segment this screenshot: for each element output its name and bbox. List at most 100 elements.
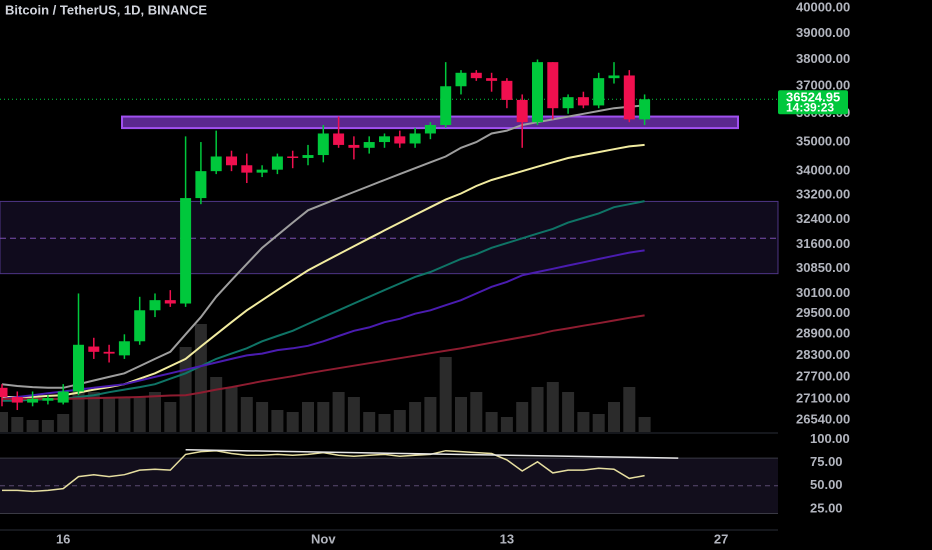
countdown-label: 14:39:23 [786, 100, 834, 114]
candle-body [333, 133, 345, 145]
moving-average [1, 249, 645, 400]
rsi-tick-label: 25.00 [810, 500, 843, 515]
x-tick-label: 13 [500, 531, 514, 546]
candle-body [210, 156, 222, 172]
volume-bar [562, 392, 575, 432]
y-tick-label: 26540.00 [796, 411, 850, 426]
candle-body [440, 86, 452, 125]
zone [0, 200, 779, 275]
y-tick-label: 27700.00 [796, 368, 850, 383]
last-price-tag [778, 90, 848, 115]
chart-title: Bitcoin / TetherUS, 1D, BINANCE [5, 2, 207, 17]
candle-body [639, 99, 651, 120]
y-tick-label: 34000.00 [796, 163, 850, 178]
volume-bar [57, 414, 70, 432]
volume-bar [485, 412, 498, 432]
volume-bar [409, 402, 422, 432]
candle-body [547, 62, 559, 109]
y-tick-label: 40000.00 [796, 0, 850, 14]
candle-body [348, 144, 360, 148]
volume-bar [194, 324, 207, 432]
candle-body [363, 142, 375, 148]
candle-body [455, 72, 467, 87]
rsi-tick-label: 50.00 [810, 477, 843, 492]
volume-bar [164, 402, 177, 432]
volume-bar [0, 412, 8, 432]
moving-average [2, 143, 645, 398]
candle-body [577, 97, 589, 106]
candle-body [42, 398, 54, 401]
candle-body [409, 133, 421, 144]
y-tick-label: 28900.00 [796, 326, 850, 341]
y-tick-label: 33200.00 [796, 186, 850, 201]
volume-bar [271, 410, 284, 432]
candle-body [532, 62, 543, 123]
candle-body [287, 156, 299, 158]
candle-body [241, 165, 253, 173]
candle-body [623, 75, 635, 120]
candle-body [394, 136, 406, 144]
candle-body [57, 391, 69, 403]
volume-bar [87, 392, 100, 432]
candle-body [593, 78, 605, 106]
volume-bar [317, 402, 330, 432]
y-tick-label: 31600.00 [796, 236, 850, 251]
volume-bar [470, 392, 483, 432]
volume-bar [225, 387, 238, 432]
volume-bar [439, 357, 452, 432]
volume-bar [149, 392, 161, 432]
y-tick-label: 38000.00 [796, 51, 850, 66]
volume-bar [500, 417, 513, 432]
candle-body [608, 75, 620, 79]
y-tick-label: 28300.00 [796, 347, 850, 362]
candle-body [0, 387, 8, 398]
candle-body [88, 346, 100, 352]
volume-bar [592, 414, 605, 432]
candle-body [164, 300, 176, 304]
candle-body [424, 124, 436, 134]
volume-bar [332, 392, 345, 432]
moving-average [2, 200, 645, 402]
candle-body [379, 136, 390, 143]
x-tick-label: Nov [311, 531, 336, 546]
rsi-tick-label: 100.00 [810, 431, 850, 446]
candle-body [27, 398, 39, 403]
candle-body [226, 156, 237, 166]
last-price-label: 36524.95 [786, 90, 840, 105]
volume-bar [638, 417, 651, 432]
volume-bar [133, 397, 146, 432]
y-tick-label: 29500.00 [796, 305, 850, 320]
candle-body [470, 72, 482, 79]
y-tick-label: 39000.00 [796, 25, 850, 40]
volume-bar [363, 412, 376, 432]
candle-body [516, 99, 528, 123]
y-tick-label: 27100.00 [796, 390, 850, 405]
volume-bar [516, 402, 529, 432]
candle-body [317, 133, 329, 156]
y-tick-label: 35000.00 [796, 133, 850, 148]
candle-body [256, 169, 268, 173]
volume-bar [11, 417, 24, 432]
volume-bar [41, 420, 54, 432]
volume-bar [378, 414, 391, 432]
volume-bar [531, 387, 544, 432]
volume-bar [103, 397, 116, 432]
volume-bar [26, 420, 39, 432]
candle-body [180, 198, 192, 304]
volume-bar [240, 397, 253, 432]
moving-average [2, 314, 645, 400]
candle-body [271, 156, 283, 170]
candle-body [11, 397, 23, 403]
y-tick-label: 32400.00 [796, 211, 850, 226]
y-tick-label: 30850.00 [796, 260, 850, 275]
x-tick-label: 16 [56, 531, 70, 546]
rsi-trendline [185, 449, 679, 459]
volume-bar [347, 397, 360, 432]
volume-bar [302, 402, 314, 432]
candle-body [73, 344, 84, 392]
rsi-tick-label: 75.00 [810, 454, 843, 469]
volume-bar [210, 377, 223, 432]
volume-bar [546, 382, 559, 432]
volume-bar [577, 412, 590, 432]
